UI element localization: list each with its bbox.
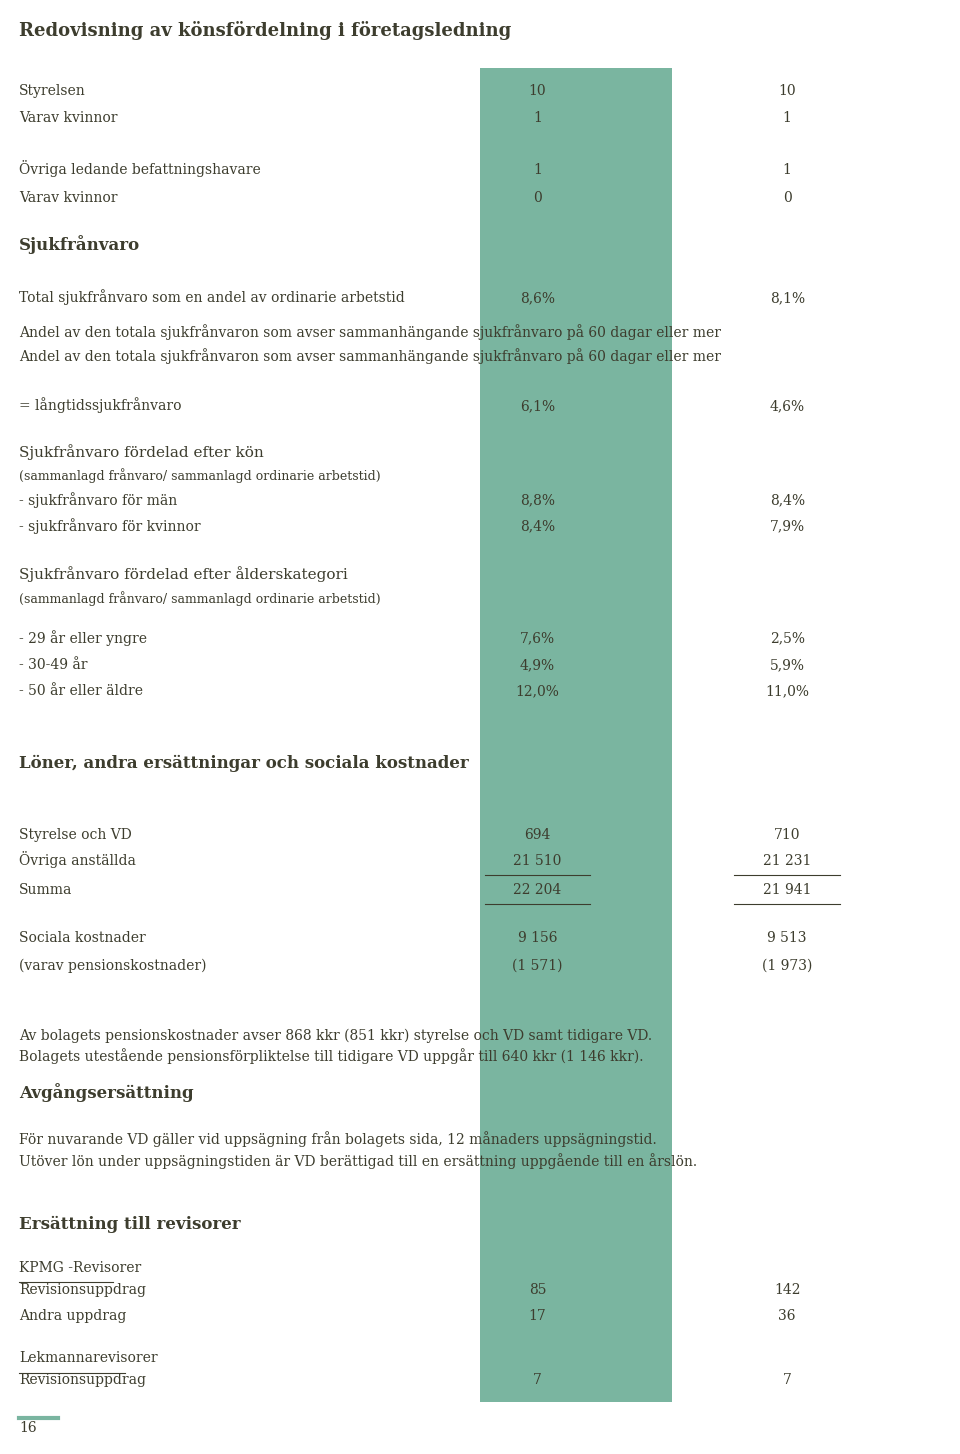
- Text: 1: 1: [533, 111, 542, 125]
- Text: 6,1%: 6,1%: [520, 398, 555, 413]
- Text: Sjukfrånvaro: Sjukfrånvaro: [19, 236, 140, 254]
- Text: 5,9%: 5,9%: [770, 657, 804, 672]
- Text: 9 156: 9 156: [517, 931, 558, 945]
- Text: 85: 85: [529, 1282, 546, 1297]
- Text: 22 204: 22 204: [514, 883, 562, 897]
- Text: 4,6%: 4,6%: [770, 398, 804, 413]
- Text: 710: 710: [774, 827, 801, 842]
- Text: 21 510: 21 510: [514, 853, 562, 868]
- Text: 9 513: 9 513: [767, 931, 807, 945]
- Text: Styrelse och VD: Styrelse och VD: [19, 827, 132, 842]
- Text: 21 231: 21 231: [763, 853, 811, 868]
- Text: 0: 0: [533, 190, 542, 205]
- Text: (varav pensionskostnader): (varav pensionskostnader): [19, 958, 206, 973]
- Text: För nuvarande VD gäller vid uppsägning från bolagets sida, 12 månaders uppsägnin: För nuvarande VD gäller vid uppsägning f…: [19, 1131, 657, 1147]
- Text: Löner, andra ersättningar och sociala kostnader: Löner, andra ersättningar och sociala ko…: [19, 755, 468, 772]
- Text: 7,6%: 7,6%: [520, 631, 555, 646]
- Text: 36: 36: [779, 1309, 796, 1323]
- Text: Sjukfrånvaro fördelad efter kön: Sjukfrånvaro fördelad efter kön: [19, 443, 264, 459]
- Text: (sammanlagd frånvaro/ sammanlagd ordinarie arbetstid): (sammanlagd frånvaro/ sammanlagd ordinar…: [19, 468, 381, 483]
- Text: Revisionsuppdrag: Revisionsuppdrag: [19, 1282, 146, 1297]
- Text: 10: 10: [779, 83, 796, 97]
- Text: 7,9%: 7,9%: [770, 519, 804, 534]
- Text: 7: 7: [782, 1373, 792, 1387]
- Text: KPMG -Revisorer: KPMG -Revisorer: [19, 1261, 141, 1275]
- Text: 142: 142: [774, 1282, 801, 1297]
- Text: Andel av den totala sjukfrånvaron som avser sammanhängande sjukfrånvaro på 60 da: Andel av den totala sjukfrånvaron som av…: [19, 324, 721, 340]
- Text: 17: 17: [529, 1309, 546, 1323]
- Text: = långtidssjukfrånvaro: = långtidssjukfrånvaro: [19, 397, 181, 413]
- Text: Summa: Summa: [19, 883, 73, 897]
- Text: 8,1%: 8,1%: [770, 291, 804, 305]
- Text: 8,6%: 8,6%: [520, 291, 555, 305]
- Text: Övriga anställda: Övriga anställda: [19, 851, 136, 868]
- Text: Övriga ledande befattningshavare: Övriga ledande befattningshavare: [19, 160, 261, 177]
- Text: Bolagets utestående pensionsförpliktelse till tidigare VD uppgår till 640 kkr (1: Bolagets utestående pensionsförpliktelse…: [19, 1048, 644, 1064]
- Text: Utöver lön under uppsägningstiden är VD berättigad till en ersättning uppgående : Utöver lön under uppsägningstiden är VD …: [19, 1153, 697, 1169]
- Text: 8,8%: 8,8%: [520, 493, 555, 507]
- Text: Lekmannarevisorer: Lekmannarevisorer: [19, 1351, 157, 1365]
- Text: Redovisning av könsfördelning i företagsledning: Redovisning av könsfördelning i företags…: [19, 22, 512, 41]
- Text: 1: 1: [782, 111, 792, 125]
- Text: 1: 1: [782, 163, 792, 177]
- Text: 10: 10: [529, 83, 546, 97]
- Text: Ersättning till revisorer: Ersättning till revisorer: [19, 1216, 241, 1233]
- Text: 2,5%: 2,5%: [770, 631, 804, 646]
- Text: 0: 0: [782, 190, 792, 205]
- FancyBboxPatch shape: [480, 1268, 672, 1402]
- Text: Andra uppdrag: Andra uppdrag: [19, 1309, 127, 1323]
- Text: 16: 16: [19, 1421, 36, 1435]
- Text: - 30-49 år: - 30-49 år: [19, 657, 87, 672]
- Text: Varav kvinnor: Varav kvinnor: [19, 111, 118, 125]
- Text: 11,0%: 11,0%: [765, 683, 809, 698]
- Text: 8,4%: 8,4%: [520, 519, 555, 534]
- Text: 4,9%: 4,9%: [520, 657, 555, 672]
- Text: - sjukfrånvaro för män: - sjukfrånvaro för män: [19, 491, 178, 507]
- Text: Andel av den totala sjukfrånvaron som avser sammanhängande sjukfrånvaro på 60 da: Andel av den totala sjukfrånvaron som av…: [19, 348, 721, 364]
- Text: (1 973): (1 973): [762, 958, 812, 973]
- Text: 1: 1: [533, 163, 542, 177]
- Text: 21 941: 21 941: [763, 883, 811, 897]
- Text: Sociala kostnader: Sociala kostnader: [19, 931, 146, 945]
- Text: 12,0%: 12,0%: [516, 683, 560, 698]
- Text: (sammanlagd frånvaro/ sammanlagd ordinarie arbetstid): (sammanlagd frånvaro/ sammanlagd ordinar…: [19, 592, 381, 606]
- Text: - sjukfrånvaro för kvinnor: - sjukfrånvaro för kvinnor: [19, 518, 201, 534]
- Text: Revisionsuppdrag: Revisionsuppdrag: [19, 1373, 146, 1387]
- Text: Av bolagets pensionskostnader avser 868 kkr (851 kkr) styrelse och VD samt tidig: Av bolagets pensionskostnader avser 868 …: [19, 1028, 653, 1043]
- Text: (1 571): (1 571): [513, 958, 563, 973]
- Text: 8,4%: 8,4%: [770, 493, 804, 507]
- Text: Avgångsersättning: Avgångsersättning: [19, 1083, 194, 1102]
- Text: 7: 7: [533, 1373, 542, 1387]
- Text: - 50 år eller äldre: - 50 år eller äldre: [19, 683, 143, 698]
- Text: 694: 694: [524, 827, 551, 842]
- Text: - 29 år eller yngre: - 29 år eller yngre: [19, 630, 147, 646]
- FancyBboxPatch shape: [480, 68, 672, 1402]
- Text: Styrelsen: Styrelsen: [19, 83, 86, 97]
- Text: Sjukfrånvaro fördelad efter ålderskategori: Sjukfrånvaro fördelad efter ålderskatego…: [19, 566, 348, 582]
- Text: Varav kvinnor: Varav kvinnor: [19, 190, 118, 205]
- Text: Total sjukfrånvaro som en andel av ordinarie arbetstid: Total sjukfrånvaro som en andel av ordin…: [19, 289, 405, 305]
